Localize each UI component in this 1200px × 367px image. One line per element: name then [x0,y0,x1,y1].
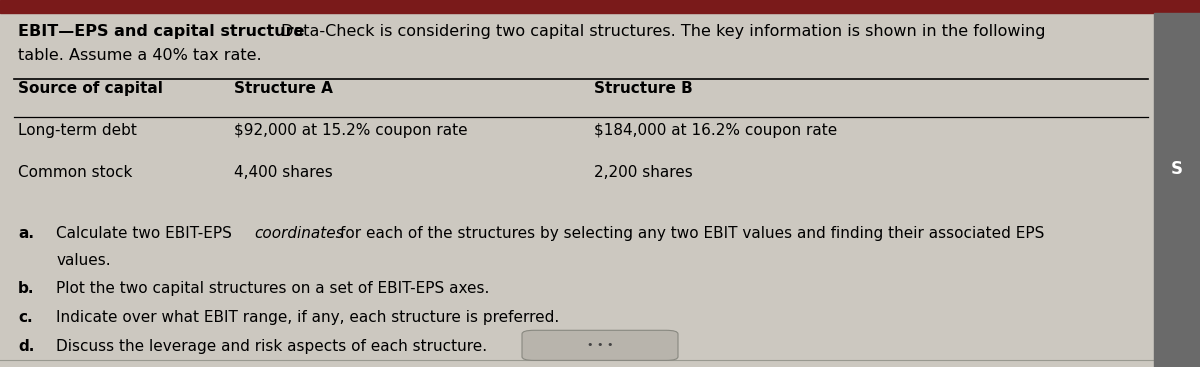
Text: b.: b. [18,281,35,296]
Text: Indicate over what EBIT range, if any, each structure is preferred.: Indicate over what EBIT range, if any, e… [56,310,559,325]
Text: coordinates: coordinates [254,226,344,241]
Text: Discuss the leverage and risk aspects of each structure.: Discuss the leverage and risk aspects of… [56,339,487,355]
Text: 2,200 shares: 2,200 shares [594,165,692,180]
Text: EBIT—EPS and capital structure: EBIT—EPS and capital structure [18,24,305,39]
Text: values.: values. [56,253,112,268]
Bar [0,0,1200,13]
Text: Long-term debt: Long-term debt [18,123,137,138]
Text: table. Assume a 40% tax rate.: table. Assume a 40% tax rate. [18,48,262,63]
Text: Structure A: Structure A [234,81,332,96]
Bar [1154,13,1200,367]
Text: a.: a. [18,226,34,241]
Text: $92,000 at 15.2% coupon rate: $92,000 at 15.2% coupon rate [234,123,468,138]
Text: c.: c. [18,310,32,325]
FancyBboxPatch shape [522,330,678,360]
Text: for each of the structures by selecting any two EBIT values and finding their as: for each of the structures by selecting … [340,226,1044,241]
Text: Plot the two capital structures on a set of EBIT-EPS axes.: Plot the two capital structures on a set… [56,281,490,296]
Text: Calculate two EBIT-EPS: Calculate two EBIT-EPS [56,226,238,241]
Text: S: S [1171,160,1183,178]
Text: $184,000 at 16.2% coupon rate: $184,000 at 16.2% coupon rate [594,123,838,138]
Text: d.: d. [18,339,35,355]
Text: Data-Check is considering two capital structures. The key information is shown i: Data-Check is considering two capital st… [281,24,1045,39]
Text: Common stock: Common stock [18,165,132,180]
Text: Structure B: Structure B [594,81,692,96]
Text: • • •: • • • [587,340,613,350]
Text: Source of capital: Source of capital [18,81,163,96]
Text: 4,400 shares: 4,400 shares [234,165,332,180]
